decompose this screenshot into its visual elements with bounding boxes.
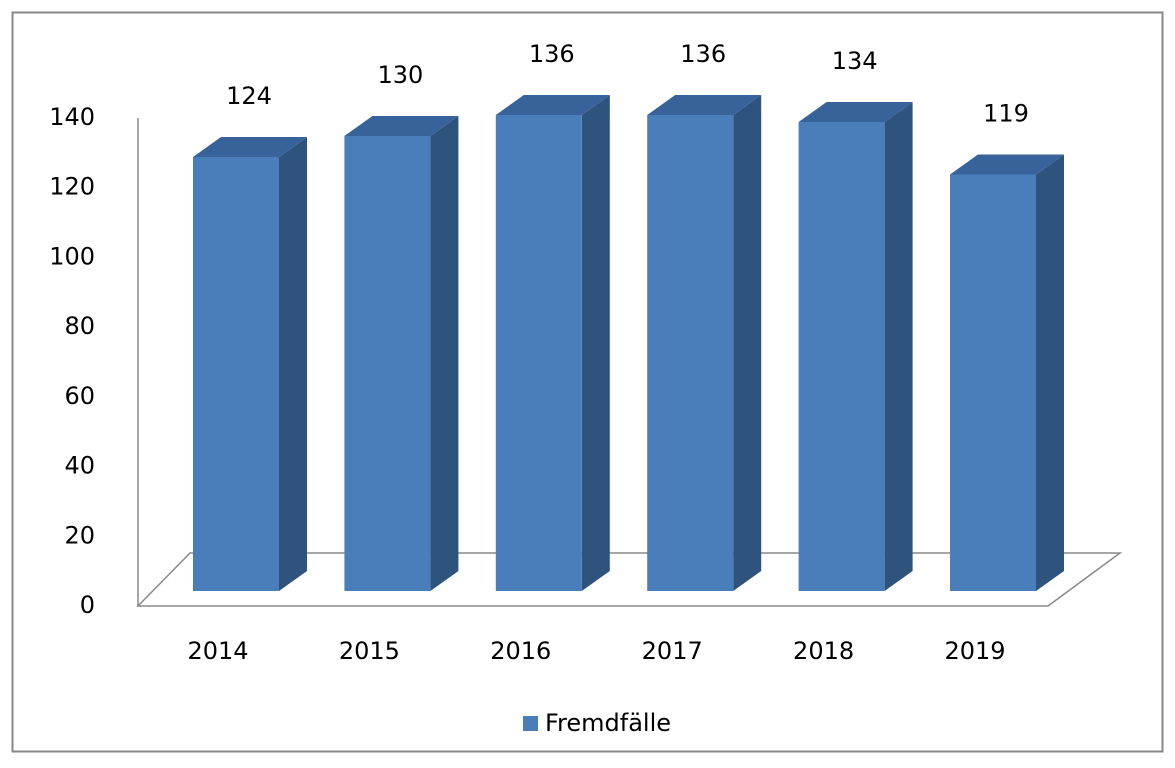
bar-top (798, 102, 913, 122)
y-tick-label: 60 (64, 382, 95, 410)
value-label: 119 (983, 100, 1029, 128)
value-label: 136 (680, 40, 726, 68)
bar-top (495, 95, 610, 115)
x-tick-label: 2018 (793, 637, 854, 665)
value-label: 136 (529, 40, 575, 68)
y-tick-label: 100 (49, 242, 95, 270)
bar (193, 157, 279, 591)
x-tick-label: 2014 (187, 637, 248, 665)
bar-side (1036, 154, 1064, 591)
bar (950, 174, 1036, 591)
x-tick-label: 2019 (944, 637, 1005, 665)
y-tick-label: 120 (49, 173, 95, 201)
bar-top (950, 154, 1064, 175)
value-label: 130 (377, 61, 423, 89)
value-label: 134 (832, 47, 878, 75)
bar-top (647, 95, 762, 115)
bar-side (581, 95, 610, 591)
bar-side (733, 95, 762, 591)
x-tick-label: 2015 (339, 637, 400, 665)
bar-side (430, 116, 459, 591)
x-tick-label: 2017 (642, 637, 703, 665)
x-tick-label: 2016 (490, 637, 551, 665)
bar (495, 115, 582, 591)
floor (136, 552, 1123, 607)
y-tick-label: 20 (64, 521, 95, 549)
legend-swatch (523, 716, 538, 731)
y-tick-label: 140 (49, 103, 95, 131)
legend-label: Fremdfälle (545, 709, 671, 737)
bar-top (193, 137, 307, 157)
bar-top (344, 116, 459, 136)
value-label: 124 (226, 82, 272, 110)
bar (798, 122, 885, 591)
bar-side (279, 137, 307, 591)
bar (647, 115, 734, 591)
y-tick-label: 40 (64, 452, 95, 480)
bar-side (884, 102, 913, 591)
bar (344, 136, 431, 591)
y-tick-label: 80 (64, 312, 95, 340)
y-tick-label: 0 (80, 591, 95, 619)
